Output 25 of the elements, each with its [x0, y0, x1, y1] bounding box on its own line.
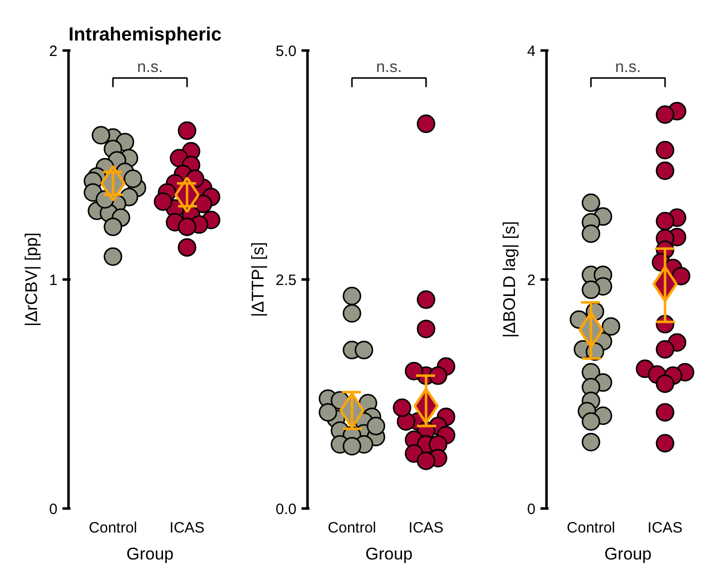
y-axis-title: |ΔBOLD lag| [s] [500, 221, 520, 338]
annotation: n.s. [376, 58, 402, 76]
annotation: n.s. [615, 58, 641, 76]
y-tick-label: 0.0 [276, 501, 297, 518]
y-axis-title: |ΔrCBV| [pp] [22, 232, 42, 326]
y-tick-label: 0 [49, 501, 58, 518]
x-tick-label: Control [566, 520, 616, 536]
x-tick-label: ICAS [408, 520, 444, 536]
y-tick-label: 2 [527, 272, 536, 289]
x-axis-title: Group [365, 544, 413, 564]
y-tick-label: 2 [49, 43, 58, 60]
x-axis-title: Group [604, 544, 652, 564]
x-tick-label: Control [328, 520, 376, 536]
x-tick-label: ICAS [648, 520, 683, 536]
y-axis-title: |ΔTTP| [s] [248, 242, 268, 317]
x-tick-label: Control [88, 520, 138, 536]
y-tick-label: 0 [527, 501, 536, 518]
x-axis-title: Group [126, 544, 174, 564]
y-tick-label: 4 [527, 43, 536, 60]
y-tick-label: 1 [49, 272, 58, 289]
annotation: n.s. [137, 58, 163, 76]
y-tick-label: 2.5 [276, 272, 297, 289]
chart-title: Intrahemispheric [68, 24, 222, 46]
y-tick-label: 5.0 [276, 43, 297, 60]
x-tick-label: ICAS [170, 520, 205, 536]
